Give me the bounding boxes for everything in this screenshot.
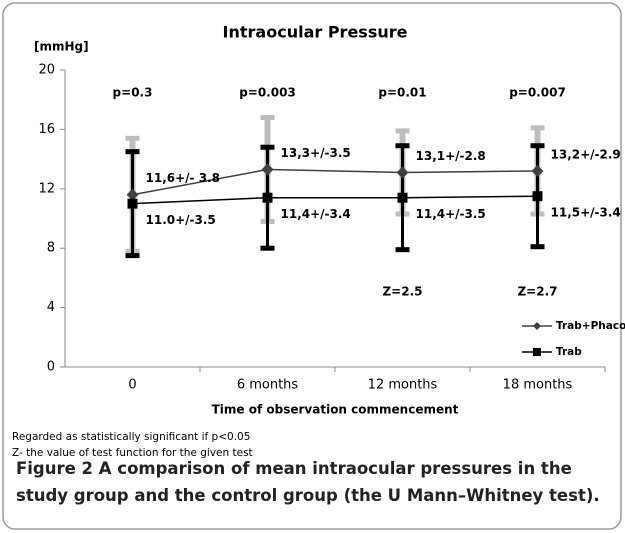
y-tick-label: 16 [38, 122, 55, 137]
data-label: 11,4+/-3.4 [281, 207, 351, 221]
legend-label: Trab [556, 346, 582, 358]
legend-marker [533, 322, 541, 330]
y-tick-label: 20 [38, 63, 55, 78]
data-label: 11,5+/-3.4 [551, 206, 621, 220]
data-point [262, 192, 273, 203]
data-point [261, 163, 274, 176]
data-point [532, 191, 543, 202]
data-point [127, 198, 138, 209]
data-label: 13,1+/-2.8 [416, 149, 486, 163]
chart-title: Intraocular Pressure [223, 23, 408, 42]
caption: Figure 2 A comparison of mean intraocula… [16, 455, 616, 509]
data-label: 13,2+/-2.9 [551, 147, 621, 161]
note: Regarded as statistically significant if… [12, 431, 250, 443]
p-value: p=0.01 [378, 86, 426, 100]
x-tick-label: 0 [128, 378, 136, 393]
x-tick-label: 18 months [503, 378, 573, 393]
caption-text: A comparison of mean intraocular pressur… [16, 459, 600, 505]
y-axis-label: [mmHg] [34, 40, 89, 54]
y-tick-label: 12 [38, 181, 55, 196]
series-line [132, 195, 538, 205]
legend-marker [533, 348, 541, 356]
caption-label: Figure 2 [16, 459, 94, 478]
y-tick-label: 4 [47, 300, 55, 315]
data-label: 11,4+/-3.5 [416, 207, 486, 221]
z-value: Z=2.5 [382, 285, 422, 299]
x-axis-label: Time of observation commencement [212, 403, 459, 417]
y-tick-label: 0 [47, 360, 55, 375]
z-value: Z=2.7 [517, 285, 557, 299]
data-label: 11,6+/- 3.8 [146, 171, 220, 185]
x-tick-label: 12 months [368, 378, 438, 393]
p-value: p=0.003 [239, 86, 296, 100]
data-point [396, 166, 409, 179]
note: Z- the value of test function for the gi… [12, 447, 253, 459]
p-value: p=0.3 [113, 86, 153, 100]
y-tick-label: 8 [47, 241, 55, 256]
data-point [531, 164, 544, 177]
data-label: 13,3+/-3.5 [281, 146, 351, 160]
data-label: 11.0+/-3.5 [146, 213, 216, 227]
data-point [126, 188, 139, 201]
x-tick-label: 6 months [237, 378, 299, 393]
legend-label: Trab+Phaco [556, 320, 625, 332]
data-point [397, 192, 408, 203]
p-value: p=0.007 [509, 86, 566, 100]
series-line [132, 168, 538, 196]
